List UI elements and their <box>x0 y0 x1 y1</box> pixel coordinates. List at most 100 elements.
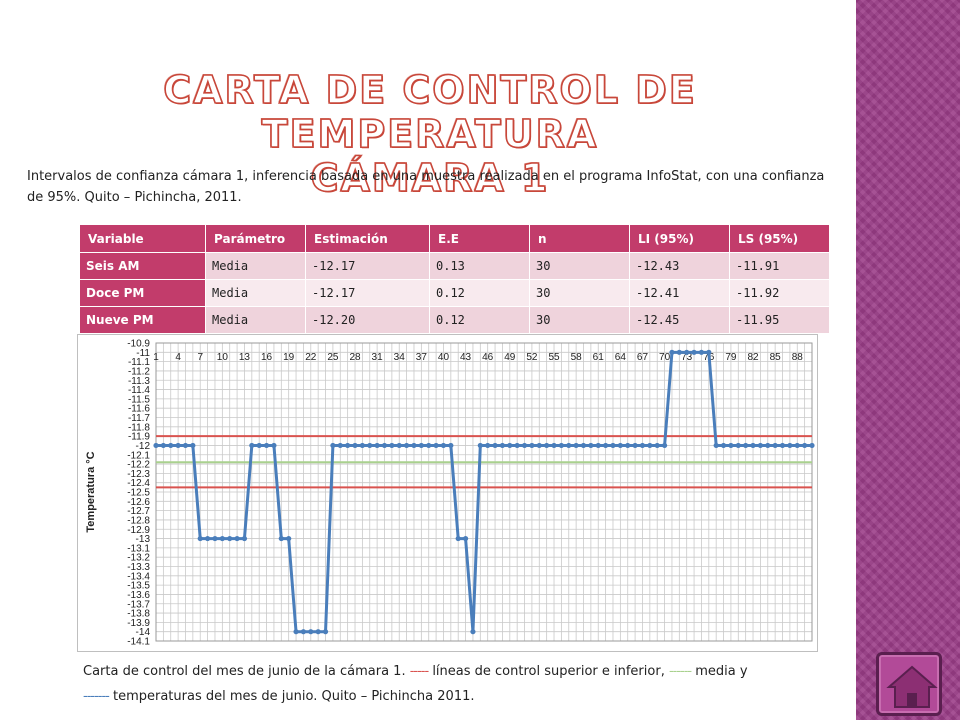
table-row: Doce PM Media -12.17 0.12 30 -12.41 -11.… <box>79 279 830 307</box>
temperature-point <box>322 629 329 635</box>
y-tick-label: -14.1 <box>127 637 150 648</box>
legend-mean-swatch: ------ <box>668 664 692 679</box>
y-tick-label: -11.6 <box>128 404 150 415</box>
temperature-point <box>234 535 240 542</box>
x-tick-label: 10 <box>217 352 229 363</box>
temperature-point <box>639 442 646 449</box>
temperature-point <box>779 442 786 449</box>
temperature-point <box>735 442 741 449</box>
x-tick-label: 46 <box>482 352 494 363</box>
x-tick-label: 52 <box>526 352 538 363</box>
y-tick-label: -11.8 <box>128 422 150 433</box>
table-cell: -11.91 <box>729 252 830 280</box>
temperature-point <box>588 442 594 449</box>
column-header: LS (95%) <box>729 224 830 253</box>
temperature-point <box>580 442 587 449</box>
temperature-point <box>359 442 365 449</box>
temperature-point <box>330 442 336 449</box>
y-tick-label: -11.1 <box>128 357 150 368</box>
temperature-point <box>440 442 447 449</box>
y-tick-label: -13.6 <box>127 590 150 601</box>
temperature-point <box>374 442 380 449</box>
temperature-point <box>787 442 793 449</box>
temperature-point <box>706 349 712 355</box>
x-tick-label: 49 <box>504 352 516 363</box>
temperature-point <box>669 349 675 355</box>
temperature-point <box>293 629 299 635</box>
temperature-point <box>573 442 579 449</box>
x-tick-label: 4 <box>175 352 181 363</box>
caption-part2: media y <box>691 664 748 679</box>
x-tick-label: 67 <box>637 352 649 363</box>
temperature-point <box>396 442 402 449</box>
temperature-point <box>514 442 520 449</box>
y-tick-label: -11.5 <box>128 394 150 405</box>
y-tick-label: -11.2 <box>128 366 150 377</box>
table-row: Nueve PM Media -12.20 0.12 30 -12.45 -11… <box>79 306 830 334</box>
y-tick-label: -11 <box>136 348 150 359</box>
x-tick-label: 22 <box>305 352 317 363</box>
column-header: Variable <box>79 224 206 253</box>
table-cell: 0.13 <box>429 252 530 280</box>
table-cell: 30 <box>529 306 630 334</box>
table-cell: -12.41 <box>629 279 730 307</box>
y-tick-label: -13 <box>136 534 151 545</box>
y-tick-label: -13.3 <box>127 562 150 573</box>
y-tick-label: -13.8 <box>127 609 150 620</box>
y-tick-label: -13.4 <box>127 571 150 582</box>
temperature-point <box>492 442 498 449</box>
column-header: LI (95%) <box>629 224 730 253</box>
temperature-point <box>521 442 528 449</box>
temperature-point <box>175 442 181 449</box>
temperature-point <box>204 535 211 542</box>
temperature-point <box>802 442 808 449</box>
x-tick-label: 88 <box>792 352 804 363</box>
temperature-point <box>212 535 218 542</box>
control-chart: -10.9 -11 -11.1 -11.2 -11.3 -11.4 -11.5 -11.6 -1… <box>77 334 818 652</box>
confidence-interval-table: Variable Parámetro Estimación E.E n LI (… <box>79 224 830 334</box>
y-tick-label: -12.7 <box>127 506 150 517</box>
x-tick-label: 55 <box>548 352 560 363</box>
table-cell: -12.43 <box>629 252 730 280</box>
temperature-point <box>772 442 778 449</box>
x-tick-label: 1 <box>153 352 159 363</box>
slide-title-line2: CÁMARA 1 <box>310 155 550 201</box>
temperature-point <box>684 349 690 355</box>
y-tick-label: -14 <box>136 627 151 638</box>
temperature-point <box>227 535 233 542</box>
temperature-point <box>315 629 321 635</box>
plot-area-frame <box>155 342 813 642</box>
y-tick-label: -11.7 <box>128 413 150 424</box>
temperature-point <box>544 442 550 449</box>
temperature-point <box>411 442 417 449</box>
temperature-point <box>499 442 506 449</box>
table-cell: Media <box>205 306 306 334</box>
y-tick-label: -12.6 <box>127 497 150 508</box>
y-tick-label: -12.8 <box>127 515 150 526</box>
caption-prefix: Carta de control del mes de junio de la … <box>83 664 410 679</box>
x-tick-label: 25 <box>327 352 339 363</box>
x-tick-label: 7 <box>197 352 203 363</box>
temperature-point <box>529 442 535 449</box>
column-header: Parámetro <box>205 224 306 253</box>
temperature-point <box>190 442 196 449</box>
temperature-point <box>713 442 719 449</box>
row-label: Seis AM <box>79 252 206 280</box>
temperature-point <box>271 442 277 449</box>
table-cell: -12.17 <box>305 279 430 307</box>
home-button[interactable] <box>876 652 942 716</box>
legend-control-limits-swatch: ----- <box>409 664 429 679</box>
chart-caption: Carta de control del mes de junio de la … <box>83 659 853 709</box>
y-tick-label: -13.9 <box>127 618 150 629</box>
temperature-point <box>256 442 262 449</box>
temperature-point <box>308 629 314 635</box>
temperature-point <box>661 442 668 449</box>
y-tick-label: -11.3 <box>128 376 150 387</box>
y-tick-label: -13.2 <box>127 553 150 564</box>
temperature-point <box>654 442 660 449</box>
temperature-point <box>743 442 749 449</box>
temperature-point <box>632 442 638 449</box>
table-cell: -12.45 <box>629 306 730 334</box>
temperature-point <box>455 535 461 542</box>
x-tick-label: 19 <box>283 352 295 363</box>
